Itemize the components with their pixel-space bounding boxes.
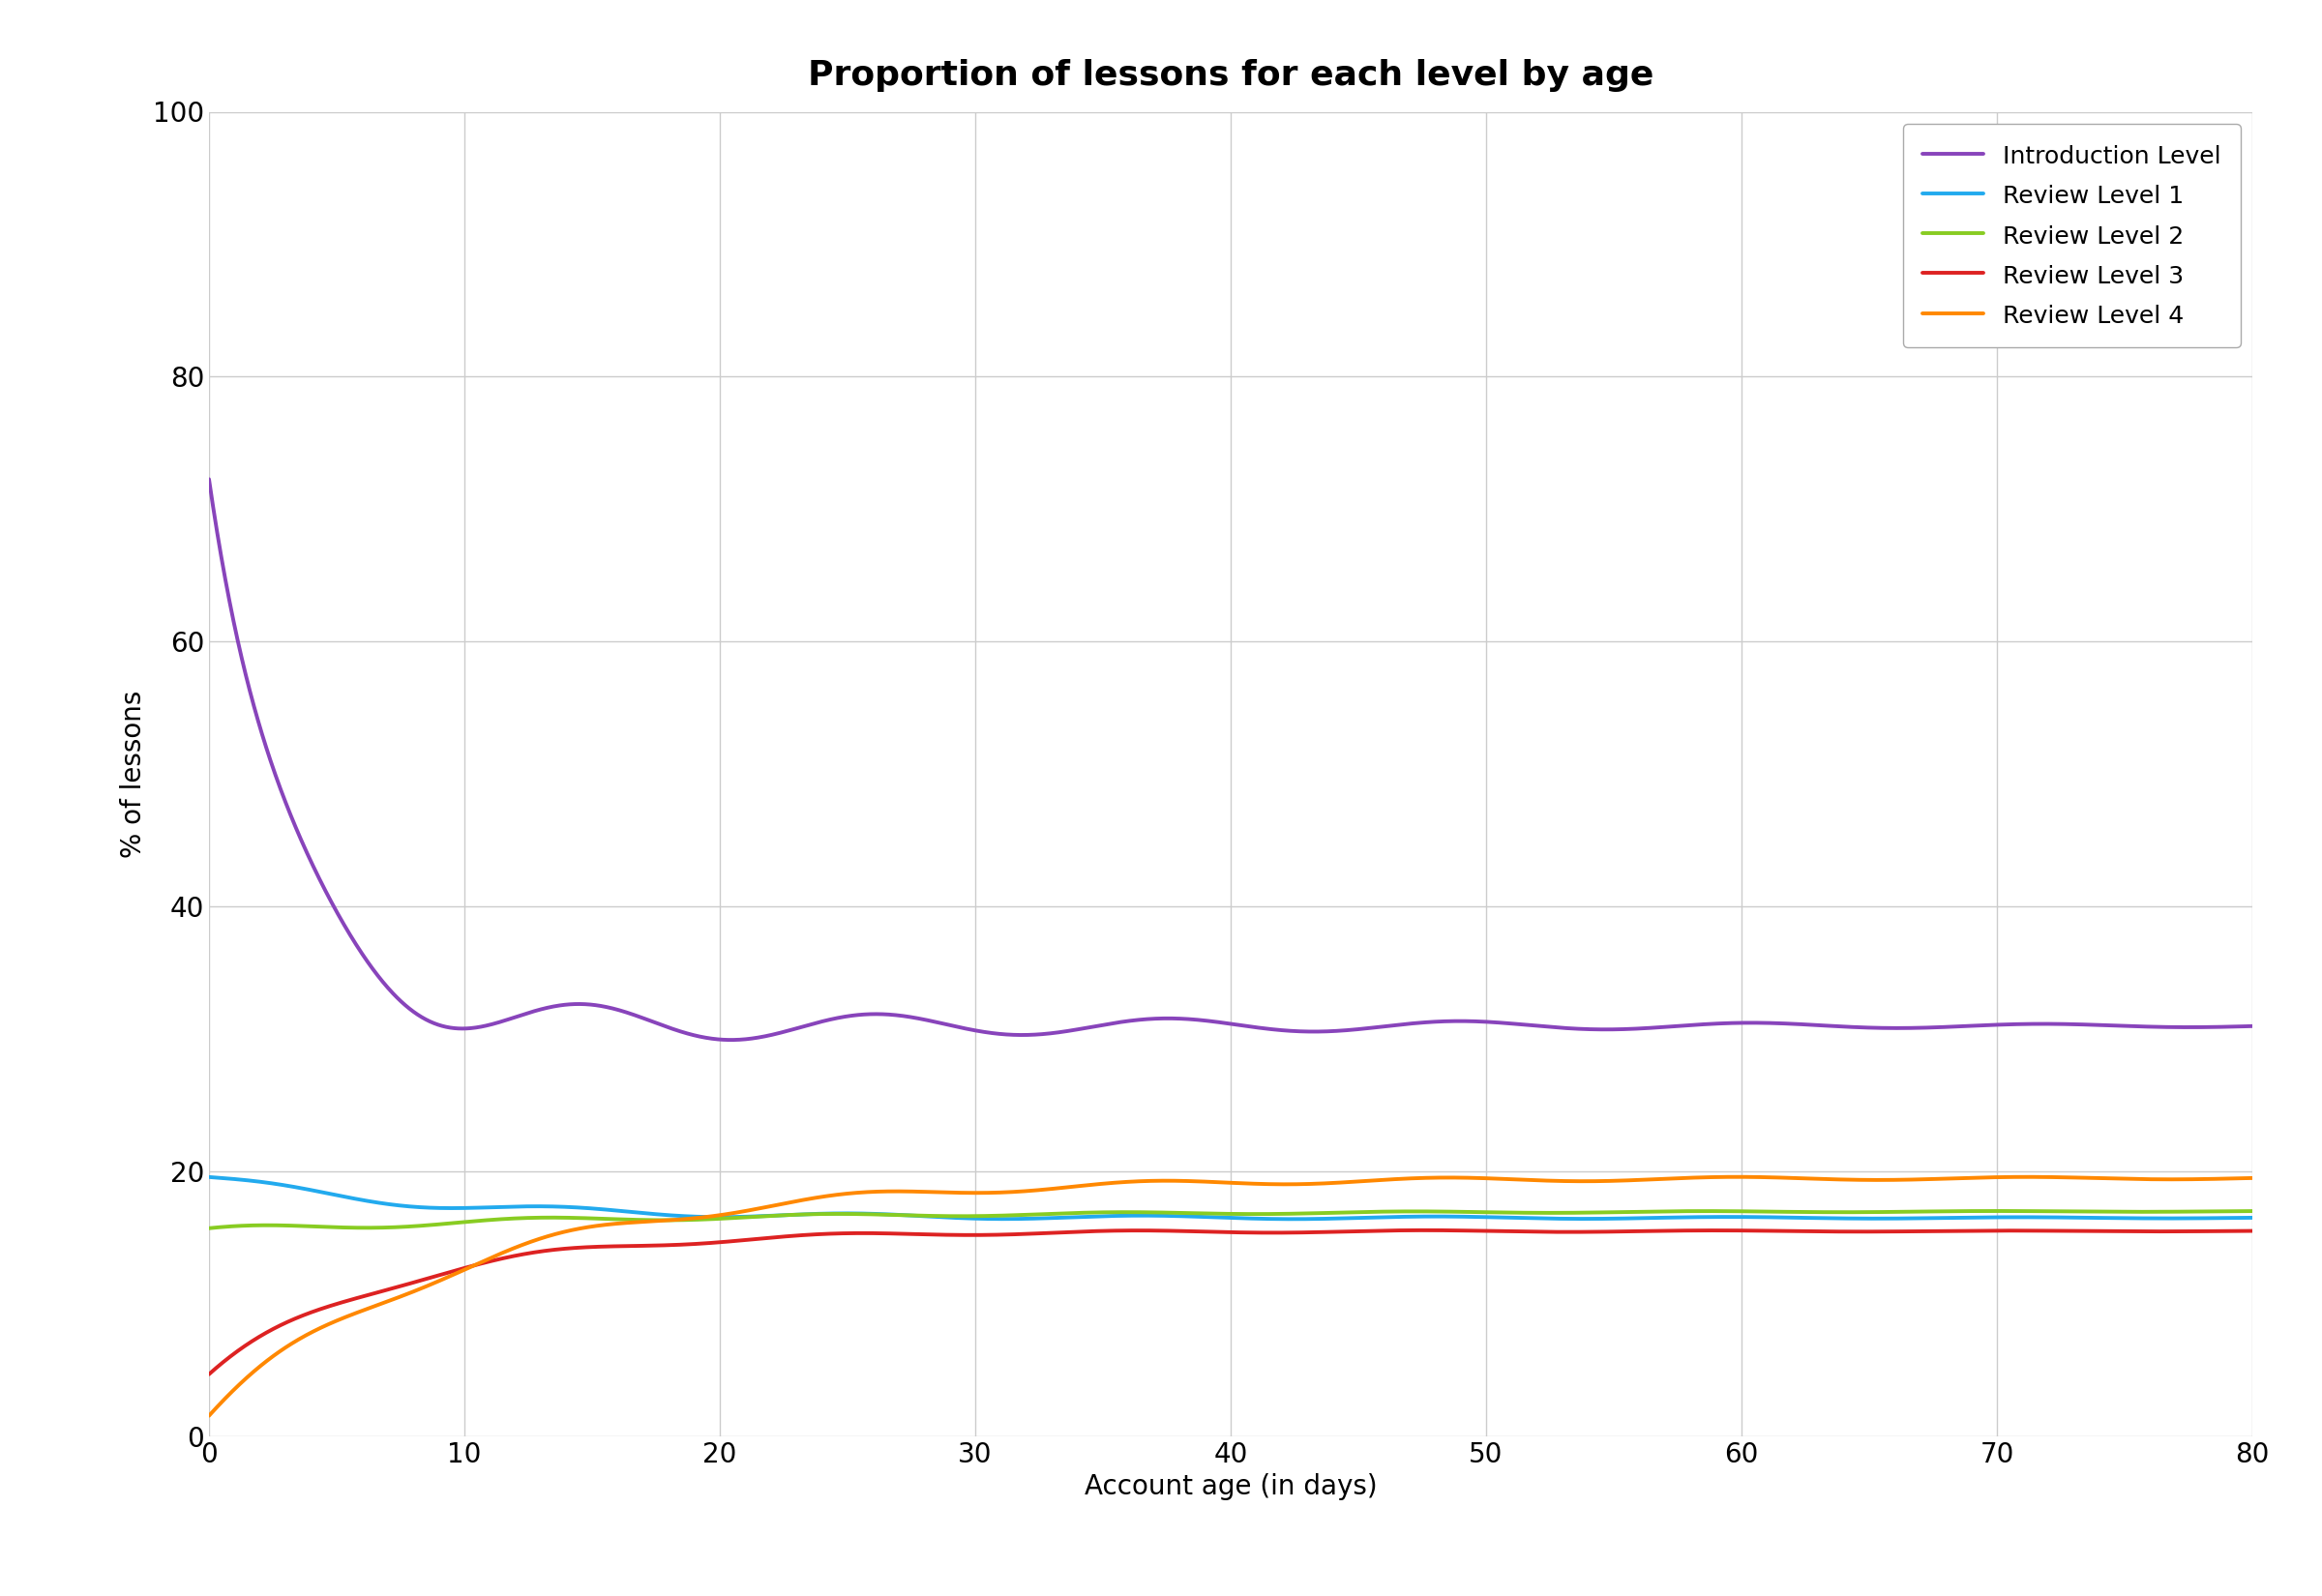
Review Level 4 bbox=[1804, 1170, 1832, 1189]
Introduction Level bbox=[300, 857, 327, 876]
Y-axis label: % of lessons: % of lessons bbox=[121, 689, 149, 859]
Review Level 1 bbox=[2238, 1208, 2266, 1227]
Review Level 2 bbox=[1983, 1202, 2011, 1221]
Legend: Introduction Level, Review Level 1, Review Level 2, Review Level 3, Review Level: Introduction Level, Review Level 1, Revi… bbox=[1904, 124, 2241, 348]
Introduction Level bbox=[717, 1031, 745, 1050]
Review Level 3 bbox=[2238, 1221, 2266, 1240]
Review Level 1 bbox=[1804, 1208, 1832, 1227]
Review Level 4 bbox=[300, 1321, 327, 1341]
Review Level 1 bbox=[2180, 1208, 2208, 1227]
Line: Introduction Level: Introduction Level bbox=[209, 479, 2252, 1041]
Review Level 3 bbox=[2178, 1223, 2206, 1242]
Line: Review Level 2: Review Level 2 bbox=[209, 1211, 2252, 1229]
Review Level 4 bbox=[2180, 1170, 2208, 1189]
Introduction Level bbox=[1135, 1009, 1163, 1028]
Review Level 4 bbox=[195, 1406, 223, 1425]
Review Level 3 bbox=[2180, 1221, 2208, 1240]
Review Level 1 bbox=[1189, 1207, 1217, 1226]
Review Level 3 bbox=[195, 1365, 223, 1384]
Review Level 1 bbox=[1135, 1207, 1163, 1226]
Review Level 2 bbox=[195, 1219, 223, 1238]
Introduction Level bbox=[1804, 1015, 1832, 1034]
Review Level 2 bbox=[300, 1216, 327, 1235]
Review Level 1 bbox=[1279, 1210, 1307, 1229]
Review Level 3 bbox=[1804, 1223, 1832, 1242]
Review Level 1 bbox=[195, 1167, 223, 1186]
Line: Review Level 1: Review Level 1 bbox=[209, 1176, 2252, 1219]
Title: Proportion of lessons for each level by age: Proportion of lessons for each level by … bbox=[808, 59, 1653, 91]
Review Level 3 bbox=[1135, 1221, 1163, 1240]
X-axis label: Account age (in days): Account age (in days) bbox=[1084, 1473, 1377, 1500]
Review Level 4 bbox=[2178, 1170, 2206, 1189]
Line: Review Level 3: Review Level 3 bbox=[209, 1231, 2252, 1374]
Review Level 3 bbox=[1189, 1223, 1217, 1242]
Review Level 4 bbox=[1189, 1171, 1217, 1191]
Review Level 1 bbox=[2178, 1208, 2206, 1227]
Introduction Level bbox=[2178, 1018, 2206, 1037]
Review Level 2 bbox=[1189, 1203, 1217, 1223]
Review Level 2 bbox=[2238, 1202, 2266, 1221]
Introduction Level bbox=[195, 469, 223, 488]
Line: Review Level 4: Review Level 4 bbox=[209, 1176, 2252, 1416]
Review Level 2 bbox=[2178, 1202, 2206, 1221]
Review Level 2 bbox=[2180, 1202, 2208, 1221]
Review Level 2 bbox=[1135, 1203, 1163, 1223]
Review Level 2 bbox=[1804, 1202, 1832, 1221]
Review Level 4 bbox=[1135, 1171, 1163, 1191]
Review Level 3 bbox=[300, 1302, 327, 1321]
Review Level 3 bbox=[1412, 1221, 1440, 1240]
Introduction Level bbox=[2180, 1018, 2208, 1037]
Introduction Level bbox=[2238, 1017, 2266, 1036]
Review Level 4 bbox=[2238, 1168, 2266, 1187]
Review Level 4 bbox=[1723, 1167, 1751, 1186]
Introduction Level bbox=[1189, 1010, 1217, 1029]
Review Level 1 bbox=[300, 1181, 327, 1200]
